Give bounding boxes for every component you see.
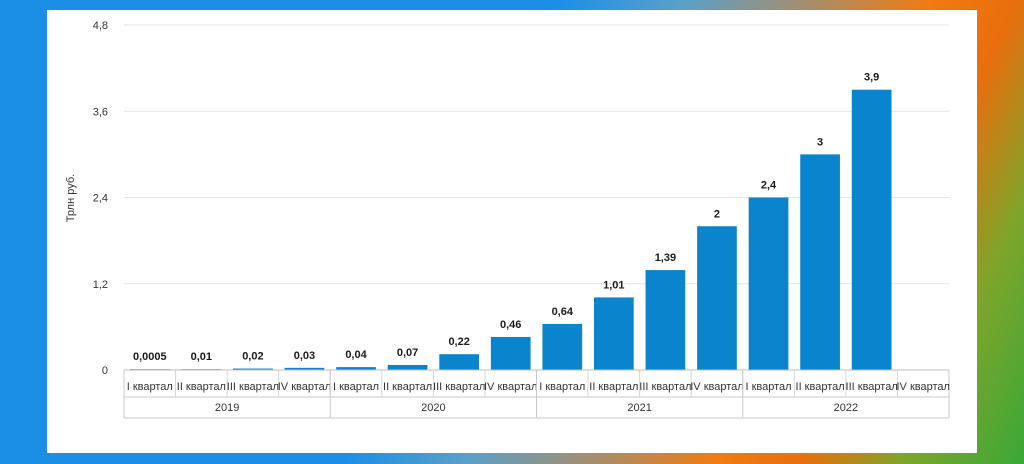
x-group-label: 2022 <box>834 402 858 414</box>
x-category-label: IV квартал <box>484 381 537 393</box>
x-category-label: II квартал <box>589 381 638 393</box>
y-tick-label: 1,2 <box>93 279 108 291</box>
x-group-label: 2019 <box>215 402 239 414</box>
y-tick-label: 4,8 <box>93 20 108 32</box>
x-category-label: III квартал <box>433 381 485 393</box>
x-category-label: IV квартал <box>690 381 743 393</box>
data-label: 0,46 <box>500 319 521 331</box>
bar <box>593 297 634 370</box>
bar <box>387 364 428 370</box>
bar <box>800 154 840 370</box>
bar-chart: 01,22,43,64,8 Трлн руб. 0,0005 0,01 0,02 0,… <box>65 20 950 419</box>
y-axis: 0 1,2 2,4 3,6 4,8 <box>93 20 108 377</box>
bar <box>336 367 376 370</box>
bar <box>542 324 583 370</box>
data-label: 0,0005 <box>133 351 167 363</box>
y-tick-label: 0 <box>102 365 108 377</box>
data-label: 0,01 <box>191 351 212 363</box>
bars <box>129 89 892 370</box>
x-category-label: III квартал <box>227 381 279 393</box>
bar <box>233 368 273 370</box>
bar <box>439 354 480 370</box>
bar <box>284 367 325 370</box>
x-category-label: III квартал <box>639 381 691 393</box>
x-category-label: I квартал <box>127 381 173 393</box>
y-axis-label: Трлн руб. <box>65 174 77 222</box>
x-category-label: IV квартал <box>278 381 331 393</box>
x-category-label: I квартал <box>745 381 791 393</box>
y-tick-label: 3,6 <box>93 106 108 118</box>
x-category-label: II квартал <box>383 381 432 393</box>
data-label: 1,01 <box>603 279 624 291</box>
bar <box>851 89 892 370</box>
bar <box>490 336 531 370</box>
data-label: 1,39 <box>655 252 676 264</box>
chart-card: 0 1,2 2,4 3,6 4,8 Трлн руб. 0,0005 0,01 0,02 0,… <box>47 10 977 453</box>
x-group-label: 2021 <box>627 402 651 414</box>
data-label: 0,04 <box>345 349 367 361</box>
bar <box>748 197 789 370</box>
bar <box>697 226 737 370</box>
x-group-label: 2020 <box>421 402 445 414</box>
bar <box>645 270 686 370</box>
data-labels: 0,0005 0,01 0,02 0,03 0,04 0,07 0,22 0,46 0,64 1,… <box>133 72 879 364</box>
data-label: 2 <box>714 208 720 220</box>
x-category-label: I квартал <box>539 381 585 393</box>
data-label: 2,4 <box>761 180 777 192</box>
y-tick-label: 2,4 <box>93 193 108 205</box>
x-category-label: II квартал <box>796 381 845 393</box>
data-label: 0,64 <box>552 306 574 318</box>
x-category-label: I квартал <box>333 381 379 393</box>
data-label: 0,02 <box>242 351 263 363</box>
data-label: 3,9 <box>864 72 879 84</box>
data-label: 3 <box>817 136 823 148</box>
x-category-label: III квартал <box>846 381 898 393</box>
data-label: 0,22 <box>448 336 469 348</box>
data-label: 0,07 <box>397 347 418 359</box>
x-category-label: II квартал <box>177 381 226 393</box>
data-label: 0,03 <box>294 350 315 362</box>
x-category-label: IV квартал <box>897 381 950 393</box>
